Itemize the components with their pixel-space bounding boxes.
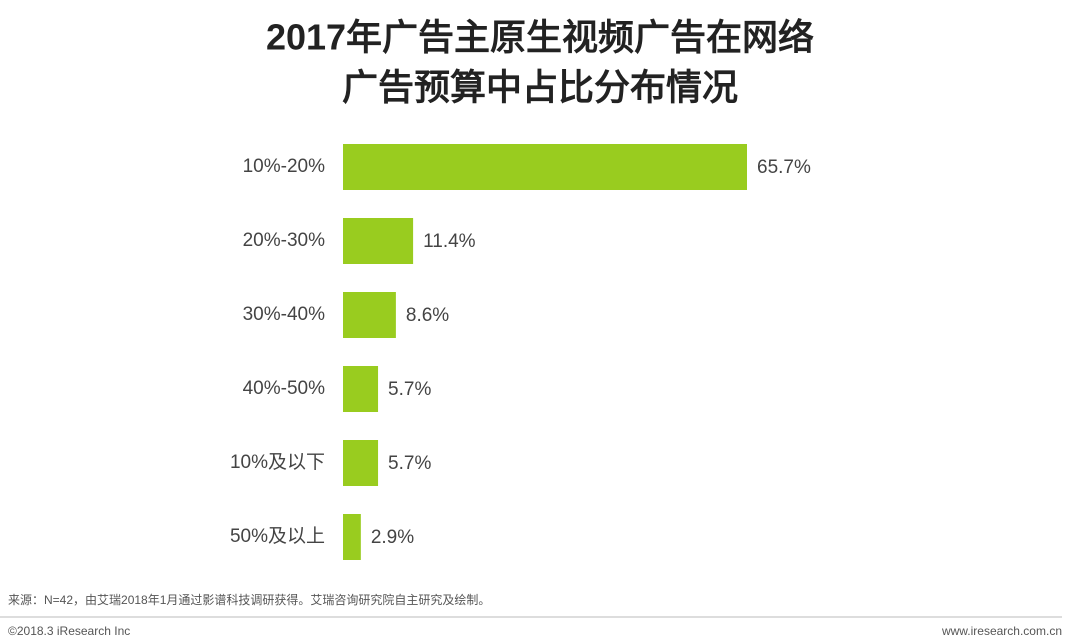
bar (343, 440, 379, 486)
chart-title: 广告预算中占比分布情况 (342, 67, 738, 108)
bar (343, 366, 379, 412)
category-label: 10%及以下 (230, 452, 325, 473)
bar (343, 218, 414, 264)
website: www.iresearch.com.cn (941, 624, 1062, 638)
chart-title: 2017年广告主原生视频广告在网络 (266, 17, 814, 58)
value-label: 5.7% (388, 453, 431, 474)
source-note: 来源：N=42，由艾瑞2018年1月通过影谱科技调研获得。艾瑞咨询研究院自主研究… (8, 592, 490, 607)
category-label: 10%-20% (243, 156, 325, 177)
value-label: 2.9% (371, 527, 414, 548)
bar (343, 144, 747, 190)
category-label: 30%-40% (243, 304, 325, 325)
category-label: 50%及以上 (230, 525, 325, 547)
value-label: 8.6% (406, 305, 449, 326)
bar (343, 292, 396, 338)
category-label: 20%-30% (243, 230, 325, 251)
value-label: 5.7% (388, 379, 431, 400)
value-label: 11.4% (423, 231, 476, 252)
bar (343, 514, 361, 560)
copyright: ©2018.3 iResearch Inc (8, 624, 130, 638)
category-label: 40%-50% (243, 378, 325, 399)
value-label: 65.7% (757, 157, 811, 178)
